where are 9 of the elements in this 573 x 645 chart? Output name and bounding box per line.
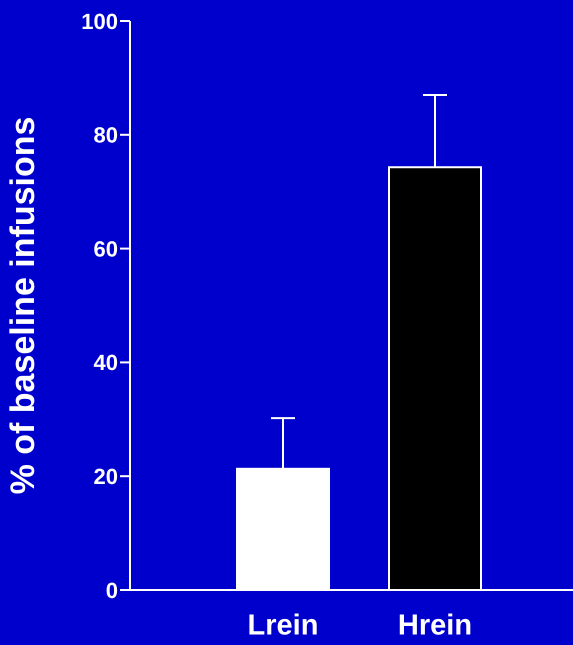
y-axis-title: % of baseline infusions <box>4 116 42 494</box>
y-tick-label: 0 <box>106 578 118 603</box>
x-tick-label: Hrein <box>398 610 472 642</box>
y-tick-label: 80 <box>94 122 118 148</box>
x-tick-label: Lrein <box>248 610 318 642</box>
y-tick-label: 20 <box>94 464 118 490</box>
y-tick-label: 60 <box>94 236 118 262</box>
y-tick-label: 100 <box>81 8 118 34</box>
y-tick-label: 40 <box>94 350 118 376</box>
